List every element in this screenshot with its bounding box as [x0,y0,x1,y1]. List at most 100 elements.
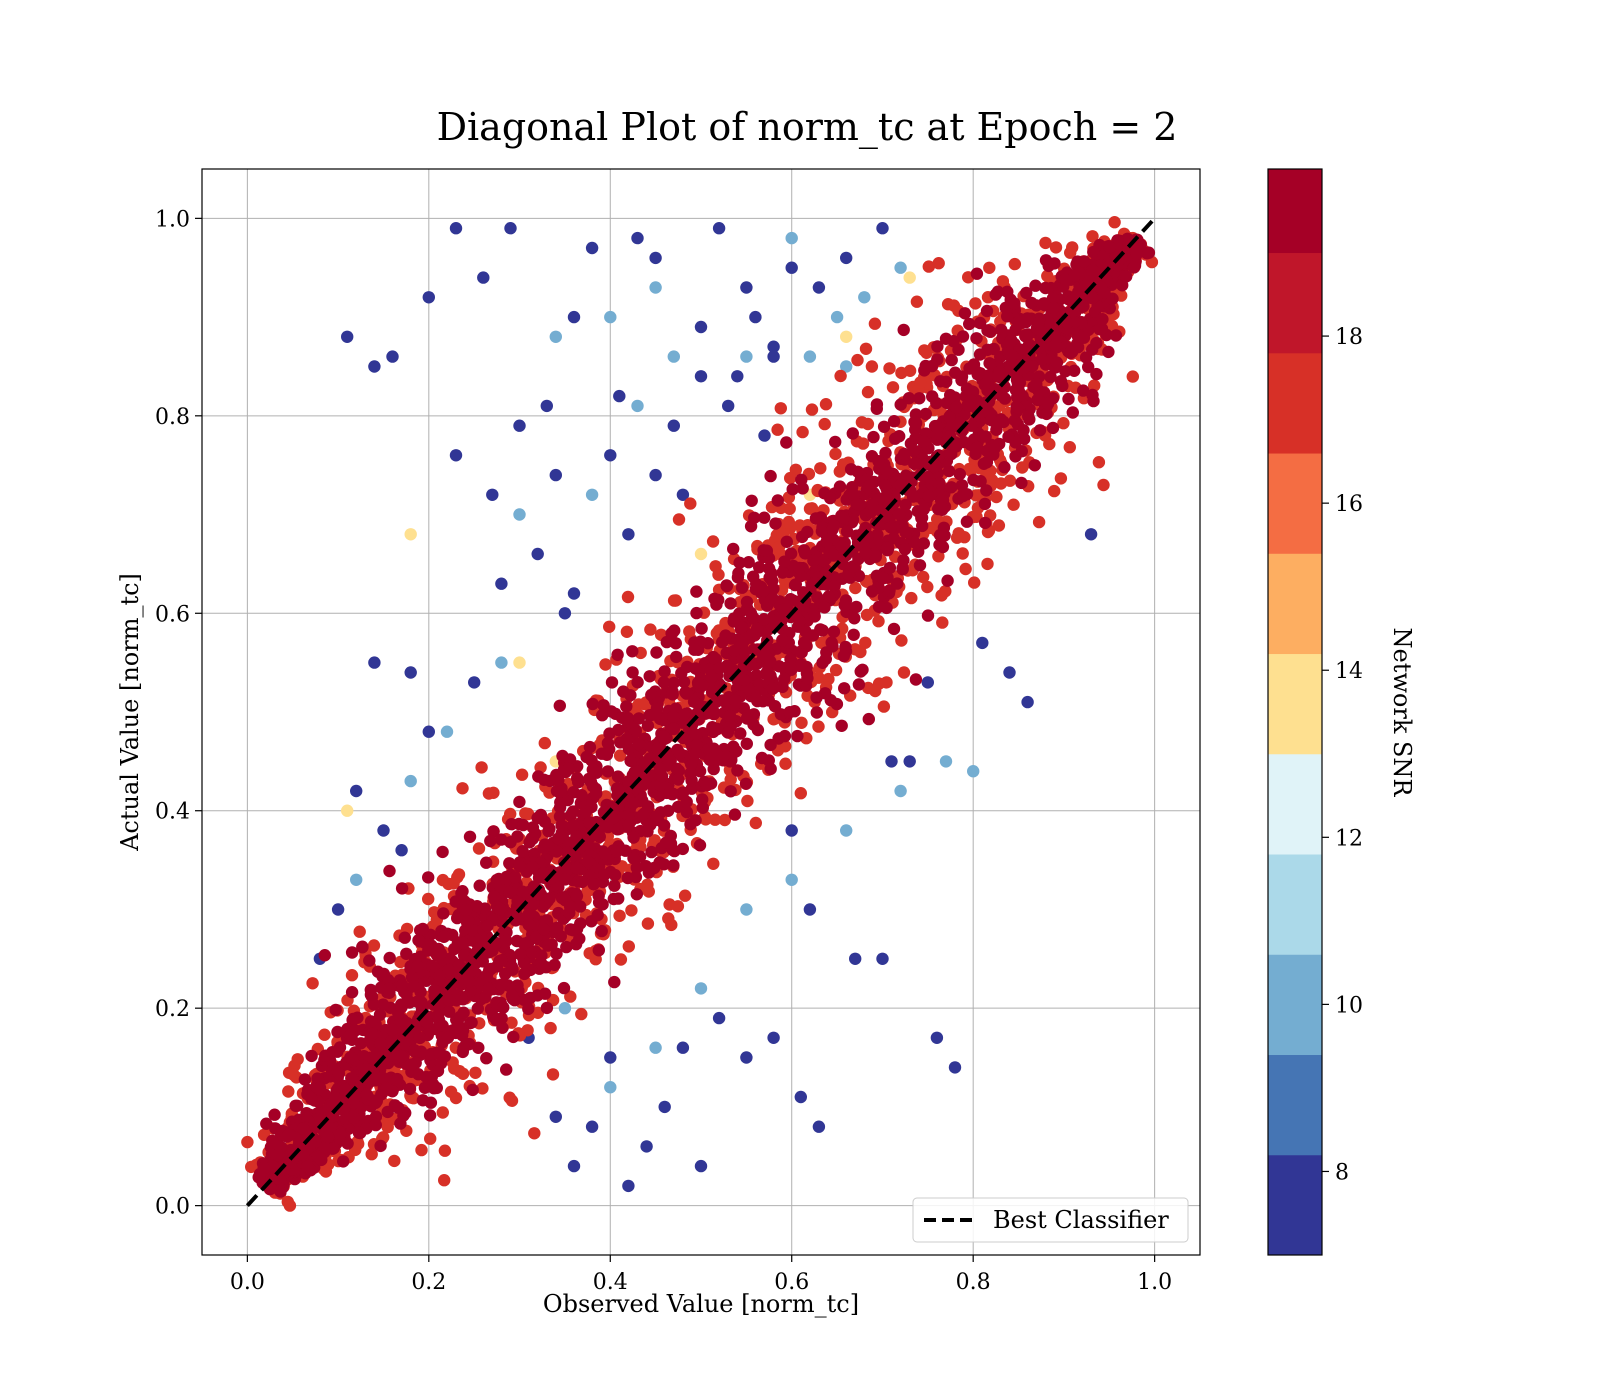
scatter-point [550,947,563,960]
scatter-point [796,425,809,439]
scatter-point [1001,365,1015,378]
scatter-point [513,419,526,432]
scatter-point [553,810,567,823]
scatter-point [480,856,493,869]
scatter-point [695,622,708,635]
scatter-point [426,1078,440,1091]
scatter-point [876,222,889,235]
scatter-point [1044,370,1057,384]
scatter-point [625,904,638,917]
scatter-point [815,636,828,649]
colorbar-segment [1268,854,1322,955]
colorbar-label: Network SNR [1388,628,1416,798]
scatter-point [708,652,721,665]
scatter-point [632,737,645,751]
colorbar-tick-label: 18 [1335,325,1363,350]
scatter-point [917,435,930,448]
colorbar-tick-label: 12 [1335,826,1363,851]
scatter-point [309,1120,322,1134]
scatter-point [979,516,992,530]
colorbar-segment [1268,252,1322,354]
scatter-point [876,952,889,965]
scatter-point [523,836,536,849]
scatter-point [452,868,466,881]
scatter-point [641,917,655,930]
scatter-point [383,864,396,878]
scatter-point [922,260,935,273]
scatter-point [469,1066,482,1080]
scatter-point [791,729,804,743]
scatter-point [840,525,854,538]
scatter-point [795,646,808,659]
scatter-point [1048,257,1061,270]
scatter-point [776,566,789,579]
scatter-point [931,340,944,353]
scatter-point [650,702,664,715]
scatter-point [704,663,717,676]
scatter-point [548,958,561,972]
scatter-point [930,1031,944,1045]
scatter-point [347,1111,360,1125]
scatter-point [398,1038,412,1051]
scatter-point [368,360,381,373]
scatter-point [870,398,884,411]
colorbar-segment [1268,169,1322,254]
scatter-point [681,660,694,674]
scatter-point [1088,379,1101,392]
scatter-point [1048,484,1061,498]
scatter-point [601,765,615,778]
scatter-point [1002,430,1015,443]
scatter-point [513,860,526,873]
scatter-point [941,574,954,587]
scatter-point [795,716,808,729]
scatter-point [291,1099,304,1113]
x-tick-label: 0.4 [593,1270,628,1295]
scatter-point [737,673,751,687]
x-tick-label: 0.0 [230,1270,265,1295]
y-tick-label: 0.6 [155,602,190,627]
scatter-point [537,923,550,936]
scatter-point [554,785,567,799]
scatter-point [812,671,825,684]
scatter-point [694,982,708,995]
scatter-point [932,550,945,563]
scatter-point [583,816,596,829]
scatter-point [513,656,526,669]
scatter-point [879,463,893,476]
colorbar-tick-label: 8 [1335,1160,1349,1185]
scatter-point [847,488,860,501]
scatter-point [590,787,603,800]
scatter-point [241,1135,254,1149]
scatter-point [801,672,814,685]
scatter-point [1082,360,1095,374]
scatter-point [838,682,851,695]
scatter-point [903,364,917,377]
scatter-point [396,978,409,992]
scatter-point [404,666,417,679]
scatter-point [374,1139,387,1153]
scatter-point [592,944,605,957]
scatter-point [518,967,531,981]
scatter-point [442,994,456,1007]
scatter-point [431,1008,445,1022]
scatter-point [382,982,396,995]
scatter-point [1061,316,1074,330]
scatter-point [557,981,571,995]
scatter-point [851,498,864,511]
scatter-point [689,814,702,827]
scatter-point [934,494,948,507]
scatter-point [456,782,469,795]
scatter-point [1008,297,1021,310]
y-axis-label: Actual Value [norm_tc] [116,573,144,852]
colorbar-segment [1268,954,1322,1056]
scatter-point [318,949,331,962]
scatter-point [531,811,544,825]
y-tick-label: 0.2 [155,997,190,1022]
scatter-point [909,416,923,430]
scatter-point [522,1002,535,1016]
scatter-point [481,919,494,933]
scatter-point [779,757,792,770]
scatter-point [942,464,956,478]
scatter-point [1034,325,1048,338]
